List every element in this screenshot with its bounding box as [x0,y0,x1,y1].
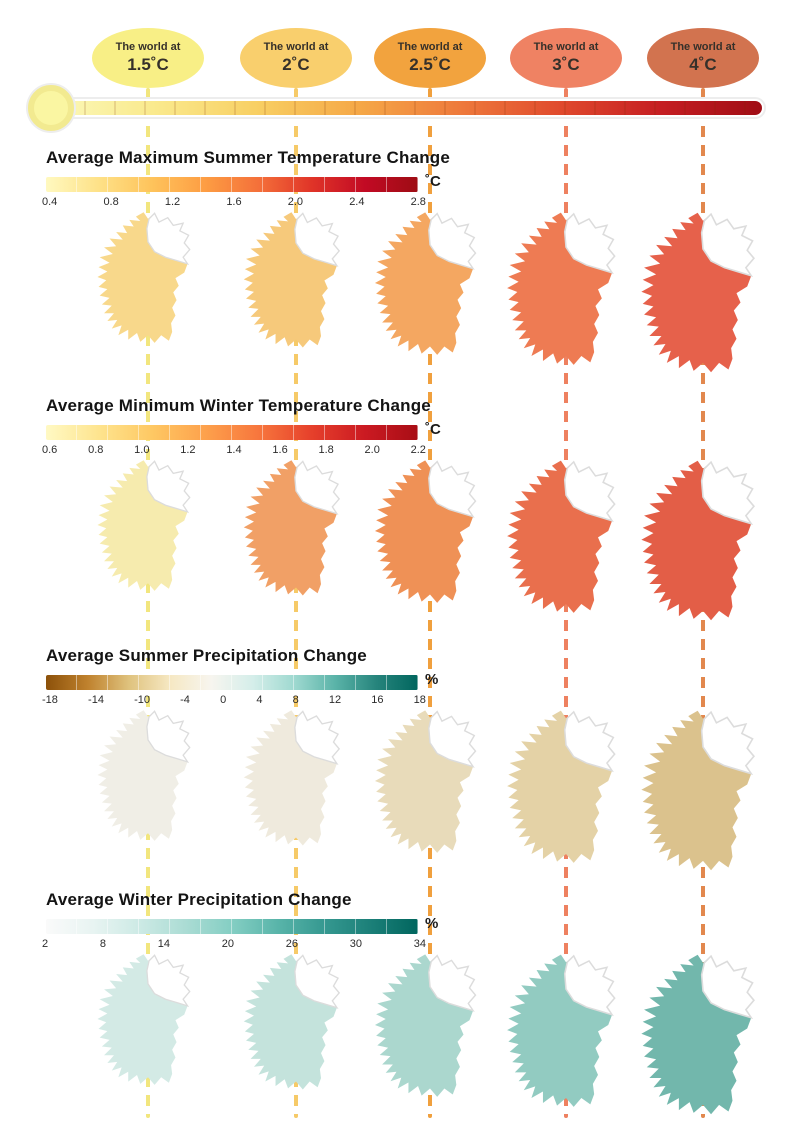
legend-tick: 0.8 [88,444,104,456]
badge-caption: The world at [670,41,736,54]
legend-tick: 2.0 [364,444,380,456]
legend-tick: 2.8 [410,196,426,208]
thermometer-gradient [56,101,762,115]
legend-tick: 1.6 [226,196,242,208]
maps-row [0,210,800,400]
legend-tick: 2 [42,938,49,950]
ireland-map [641,710,755,871]
maps-row [0,708,800,898]
legend-colorbar [46,675,418,690]
legend-ticks: -18 -14 -10 -4 0 4 8 12 16 18 [42,694,426,706]
legend-tick: 26 [285,938,298,950]
legend-tick: -4 [180,694,190,706]
section-summer-precipitation: Average Summer Precipitation Change % -1… [0,646,800,896]
legend-tick: 2.4 [349,196,365,208]
scenario-badge: The world at 2˚C [240,28,352,88]
section-title: Average Summer Precipitation Change [46,646,367,665]
legend-tick: -14 [88,694,104,706]
badge-temp: 1.5˚C [127,54,169,74]
section-max-summer-temperature: Average Maximum Summer Temperature Chang… [0,148,800,398]
badge-temp: 4˚C [689,54,717,74]
legend-colorbar [46,919,418,934]
ireland-map [641,460,755,621]
thermometer-bulb-icon [28,85,74,131]
maps-row [0,952,800,1131]
section-winter-precipitation: Average Winter Precipitation Change % 2 … [0,890,800,1131]
ireland-map [374,212,477,355]
legend-tick: 16 [371,694,384,706]
legend-tick: 1.2 [180,444,196,456]
scenario-badge: The world at 1.5˚C [92,28,204,88]
ireland-map [641,954,755,1115]
legend-ticks: 0.6 0.8 1.0 1.2 1.4 1.6 1.8 2.0 2.2 [42,444,426,456]
legend-tick: 1.6 [272,444,288,456]
ireland-map [243,954,340,1090]
ireland-map [243,212,340,348]
section-title: Average Maximum Summer Temperature Chang… [46,148,451,167]
legend-ticks: 0.4 0.8 1.2 1.6 2.0 2.4 2.8 [42,196,426,208]
legend-tick: 0.4 [42,196,58,208]
scenario-badge: The world at 3˚C [510,28,622,88]
ireland-map [507,460,616,613]
legend-tick: 14 [157,938,170,950]
badge-caption: The world at [115,41,181,54]
legend-tick: 2.0 [287,196,304,208]
legend-unit: ˚C [425,173,441,190]
legend-tick: 0 [220,694,227,706]
ireland-map [507,212,616,365]
legend-tick: 1.8 [318,444,334,456]
scenario-guide-line [294,88,298,1118]
scenario-guide-line [146,88,150,1118]
legend-tick: 0.8 [103,196,119,208]
legend-tick: 1.4 [226,444,242,456]
legend-unit: % [425,915,439,932]
legend-colorbar [46,425,418,440]
legend-tick: 4 [256,694,263,706]
badge-temp: 2.5˚C [409,54,451,74]
badge-temp: 3˚C [552,54,580,74]
legend-unit: ˚C [425,421,441,438]
ireland-map [243,710,340,846]
ireland-map [97,710,191,841]
ireland-map [507,710,616,863]
badge-caption: The world at [397,41,463,54]
legend-tick: 2.2 [410,444,426,456]
legend-tick: 0.6 [42,444,58,456]
badge-caption: The world at [263,41,329,54]
legend-tick: 12 [328,694,342,706]
ireland-map [374,710,477,853]
ireland-map [641,212,755,373]
legend-ticks: 2 8 14 20 26 30 34 [42,938,426,950]
scenario-badge: The world at 2.5˚C [374,28,486,88]
scenario-guide-line [428,88,432,1118]
badge-caption: The world at [533,41,599,54]
legend-tick: -18 [42,694,58,706]
ireland-map [374,954,477,1097]
badge-temp: 2˚C [282,54,310,74]
scenario-badge: The world at 4˚C [647,28,759,88]
legend-tick: 18 [413,694,426,706]
legend-tick: 1.2 [164,196,181,208]
ireland-map [374,460,477,603]
section-title: Average Minimum Winter Temperature Chang… [46,396,431,415]
thermometer-tube [52,97,766,119]
legend-tick: 8 [99,938,106,950]
maps-row [0,458,800,648]
legend-tick: 30 [349,938,362,950]
legend-colorbar [46,177,418,192]
ireland-map [507,954,616,1107]
ireland-map [97,954,191,1085]
section-min-winter-temperature: Average Minimum Winter Temperature Chang… [0,396,800,646]
legend-tick: 8 [292,694,299,706]
section-title: Average Winter Precipitation Change [46,890,352,909]
legend-tick: 20 [221,938,234,950]
legend-tick: -10 [134,694,150,706]
ireland-map [97,460,191,591]
legend-tick: 1.0 [134,444,150,456]
legend-unit: % [425,671,439,688]
legend-tick: 34 [413,938,426,950]
ireland-map [243,460,340,596]
ireland-map [97,212,191,343]
